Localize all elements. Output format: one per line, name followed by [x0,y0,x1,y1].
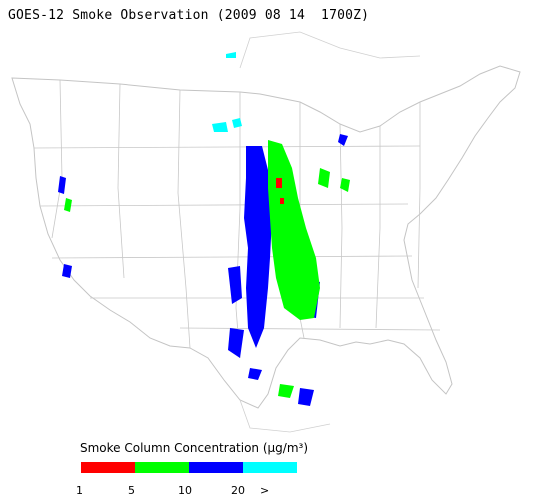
smoke-pixels [58,52,350,406]
legend-title: Smoke Column Concentration (μg/m³) [80,441,308,455]
legend-tick-end: > [260,484,270,497]
legend-swatch-4 [243,462,297,473]
legend-swatch-3 [189,462,243,473]
state-boundaries [33,79,441,359]
neighbor-boundaries [239,31,421,433]
legend-tick-1: 1 [76,484,83,497]
legend-tick-3: 10 [178,484,192,497]
legend-tick-4: 20 [231,484,245,497]
legend-swatch-2 [135,462,189,473]
chart-title: GOES-12 Smoke Observation (2009 08 14 17… [8,8,370,23]
smoke-map [11,31,521,433]
legend-swatch-1 [81,462,135,473]
legend-tick-2: 5 [128,484,135,497]
